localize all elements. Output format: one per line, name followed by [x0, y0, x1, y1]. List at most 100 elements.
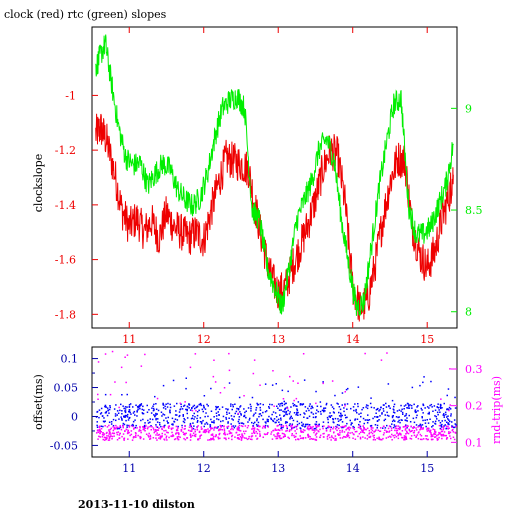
offset-point [173, 405, 176, 407]
rndtrip-point [448, 427, 450, 429]
rndtrip-point [200, 426, 203, 428]
offset-point [409, 404, 411, 406]
rndtrip-point [176, 429, 179, 432]
slope-panel: 11 12 13 14 15-1.8-1.6-1.4-1.2-188.59 clocks… [32, 26, 483, 346]
rndtrip-point [383, 432, 385, 434]
rndtrip-point [340, 426, 342, 428]
offset-point [96, 410, 99, 413]
rndtrip-point [144, 430, 146, 432]
offset-point [325, 427, 327, 430]
offset-point-outlier [203, 395, 206, 397]
offset-point [186, 405, 189, 408]
offset-point-outlier [447, 388, 450, 390]
offset-point [321, 425, 324, 428]
rndtrip-point [301, 431, 303, 433]
rndtrip-point [175, 433, 177, 435]
offset-point [101, 415, 104, 417]
rndtrip-point-outlier [195, 409, 197, 412]
rndtrip-point [364, 437, 366, 439]
offset-point [280, 419, 282, 421]
rndtrip-point [118, 426, 121, 429]
rndtrip-point [334, 439, 336, 441]
rndtrip-point [106, 437, 108, 439]
offset-point [374, 416, 376, 418]
offset-point [196, 411, 199, 413]
rndtrip-point [343, 436, 345, 438]
rndtrip-point [282, 425, 285, 428]
rndtrip-point [112, 429, 115, 432]
rndtrip-point [409, 437, 411, 440]
rndtrip-point [251, 435, 254, 437]
offset-point [449, 420, 451, 423]
rndtrip-point [106, 435, 108, 437]
rndtrip-point [445, 434, 447, 437]
offset-point [332, 411, 335, 413]
offset-point [210, 418, 212, 421]
rndtrip-point-outlier [289, 375, 291, 378]
rndtrip-point [308, 428, 310, 431]
rndtrip-point [307, 427, 309, 430]
offset-point [146, 411, 149, 413]
offset-point [413, 421, 416, 424]
offset-point [196, 414, 199, 417]
offset-point [316, 405, 319, 407]
offset-point [305, 410, 308, 412]
rndtrip-point [243, 430, 245, 433]
rndtrip-point [223, 437, 226, 439]
offset-point [136, 415, 138, 417]
offset-point [360, 412, 362, 414]
rndtrip-point [430, 433, 432, 436]
rndtrip-point [398, 428, 401, 430]
offset-point [279, 403, 282, 405]
offset-point [163, 419, 165, 422]
offset-point [401, 408, 403, 411]
rndtrip-point [196, 429, 199, 431]
rndtrip-point [396, 429, 399, 432]
offset-point [359, 425, 362, 428]
offset-point [232, 405, 234, 408]
rndtrip-point [353, 433, 355, 436]
rndtrip-point [127, 429, 129, 432]
offset-point [147, 422, 150, 424]
rndtrip-point [404, 429, 407, 431]
rndtrip-y-label: rnd-trip(ms) [490, 376, 503, 444]
rndtrip-point-outlier [228, 352, 230, 355]
offset-point [232, 404, 234, 406]
offset-point [217, 406, 219, 408]
offset-point [405, 424, 407, 426]
offset-point [256, 419, 258, 422]
offset-point [285, 413, 287, 415]
offset-point [425, 425, 427, 428]
offset-point [447, 415, 449, 417]
rndtrip-point [252, 430, 255, 432]
offset-point [205, 412, 207, 414]
rndtrip-point [308, 425, 310, 427]
rndtrip-point [426, 428, 428, 431]
rndtrip-point [445, 438, 448, 440]
rndtrip-point [98, 435, 100, 438]
offset-point [255, 423, 258, 426]
rndtrip-point [135, 434, 137, 437]
rndtrip-point [452, 436, 455, 438]
offset-point [141, 412, 144, 414]
rndtrip-point [142, 438, 145, 440]
rndtrip-point [108, 429, 110, 431]
rndtrip-point [336, 429, 338, 432]
rndtrip-point [341, 437, 344, 439]
offset-point [419, 423, 422, 426]
offset-point [248, 419, 251, 421]
rndtrip-point [402, 437, 404, 439]
rndtrip-point [235, 432, 237, 434]
offset-point [188, 403, 190, 405]
rndtrip-point [149, 438, 151, 440]
rndtrip-point [363, 432, 366, 434]
rndtrip-point [347, 433, 349, 435]
rndtrip-point-outlier [259, 384, 261, 386]
rndtrip-point [403, 435, 406, 437]
rndtrip-point [190, 430, 193, 432]
rndtrip-point-outlier [184, 401, 186, 403]
rndtrip-point [251, 438, 253, 441]
offset-point [128, 409, 131, 411]
rndtrip-point [210, 434, 213, 436]
rndtrip-point [441, 437, 443, 440]
